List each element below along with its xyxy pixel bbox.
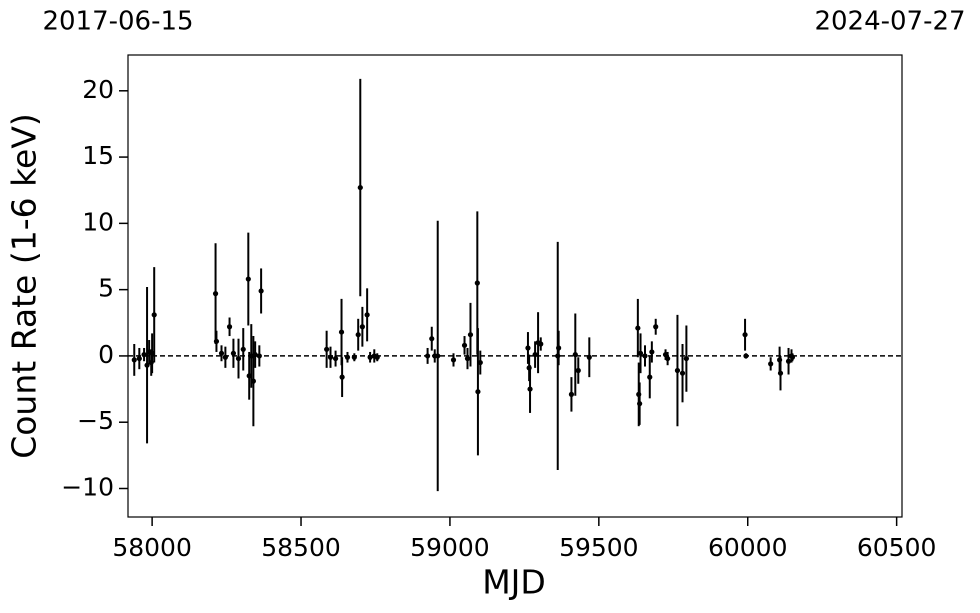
data-point (637, 401, 643, 407)
data-point (637, 350, 644, 356)
data-point (252, 352, 258, 358)
data-point (355, 332, 361, 338)
data-point (474, 280, 480, 286)
data-point (475, 389, 481, 395)
data-point (424, 353, 431, 359)
data-point (768, 361, 774, 367)
data-point (357, 184, 363, 191)
data-point (742, 332, 748, 338)
plot-frame (127, 54, 903, 518)
data-point (532, 352, 538, 358)
data-point (649, 349, 655, 355)
data-point (527, 386, 533, 392)
data-point (339, 374, 345, 380)
y-tick-label: −5 (77, 406, 114, 435)
data-point (785, 358, 792, 364)
data-point (575, 367, 581, 374)
y-tick-label: 20 (82, 75, 114, 104)
data-point (213, 338, 220, 344)
data-point (212, 291, 219, 297)
data-point (789, 354, 796, 360)
data-point (226, 324, 233, 330)
data-point (635, 325, 641, 331)
data-point (344, 354, 351, 360)
x-axis-label: MJD (482, 563, 546, 602)
data-point (218, 350, 225, 356)
data-point (245, 276, 251, 282)
data-point (435, 353, 441, 359)
data-point (240, 346, 246, 352)
data-point (572, 352, 578, 358)
x-tick-label: 59500 (559, 533, 639, 562)
data-point (538, 341, 544, 347)
data-point (324, 346, 330, 352)
data-point (777, 370, 784, 376)
data-point (367, 354, 373, 360)
data-point (467, 332, 474, 338)
data-point (136, 355, 142, 362)
data-point (374, 354, 380, 360)
data-point (141, 352, 147, 358)
y-tick-label: 0 (98, 340, 114, 369)
data-point (674, 367, 681, 374)
data-point (477, 359, 483, 366)
data-point (556, 345, 562, 351)
y-tick-label: −10 (61, 472, 114, 501)
y-tick-label: 15 (82, 141, 114, 170)
x-tick-label: 59000 (410, 533, 490, 562)
y-tick-label: 5 (98, 274, 114, 303)
data-point (230, 350, 237, 356)
data-point (642, 353, 648, 359)
data-point (525, 345, 531, 351)
data-point (461, 342, 468, 348)
y-axis-label: Count Rate (1-6 keV) (5, 113, 44, 459)
data-point (351, 354, 357, 360)
x-tick-label: 58500 (261, 533, 341, 562)
x-tick-label: 60000 (708, 533, 788, 562)
data-point (647, 374, 653, 380)
data-point (258, 288, 264, 294)
data-point (144, 362, 150, 368)
data-point (222, 354, 228, 360)
data-point (327, 354, 334, 360)
data-point (653, 324, 659, 330)
top-date-label: 2017-06-15 (42, 7, 193, 37)
data-point (151, 312, 157, 318)
data-point (568, 391, 575, 397)
data-point (338, 329, 345, 335)
data-point (464, 355, 471, 362)
data-point (332, 355, 339, 362)
data-point (743, 353, 749, 359)
data-point (250, 378, 256, 384)
x-tick-label: 58000 (112, 533, 192, 562)
data-point (683, 355, 689, 362)
y-tick-label: 10 (82, 207, 114, 236)
top-date-label: 2024-07-27 (814, 7, 965, 37)
data-point (359, 324, 365, 330)
data-point (131, 357, 137, 363)
data-point (586, 354, 592, 360)
data-point (235, 355, 242, 362)
data-point (256, 353, 262, 359)
data-point (665, 355, 671, 362)
data-point (450, 357, 457, 363)
data-point (364, 312, 370, 318)
x-tick-label: 60500 (857, 533, 937, 562)
data-point (429, 336, 435, 342)
data-point (679, 370, 686, 376)
